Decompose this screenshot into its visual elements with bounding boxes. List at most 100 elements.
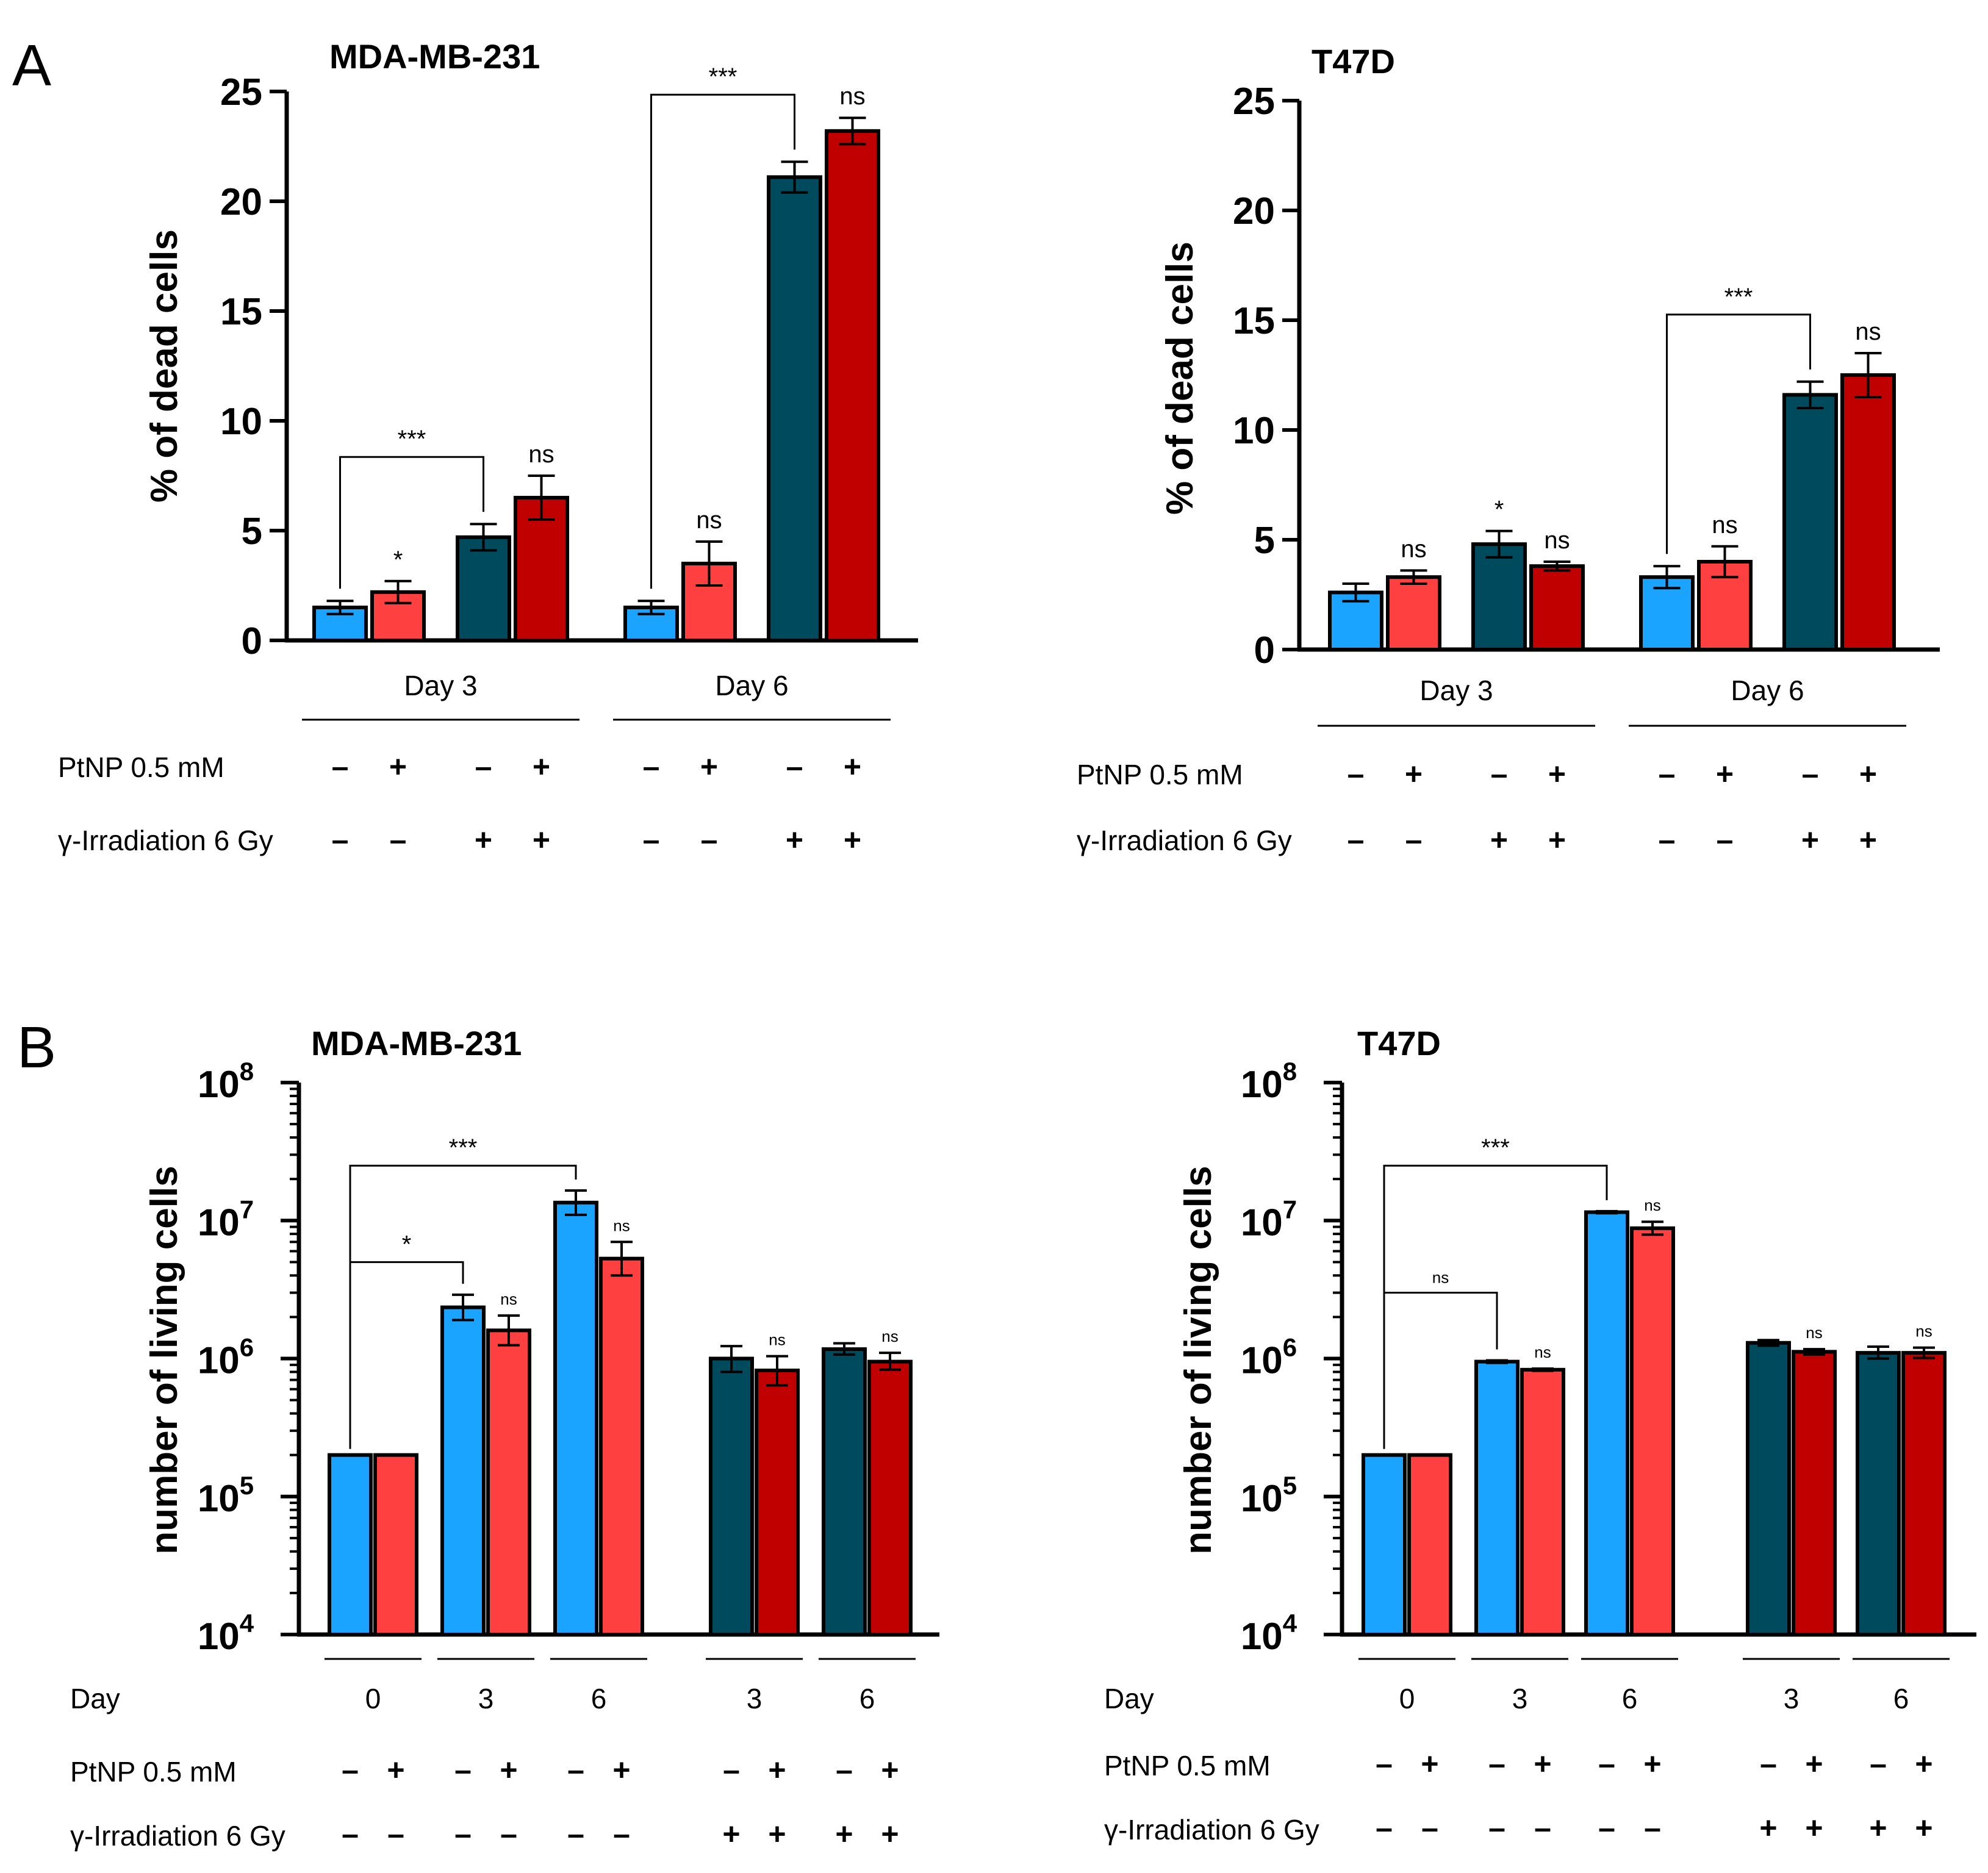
irradiation-sign: – [1421,1811,1438,1845]
significance-label: ns [1644,1196,1660,1214]
bar [1362,1453,1407,1636]
y-tick-label: 15 [1233,300,1275,342]
y-tick-label: 0 [1254,629,1275,671]
ptnp-sign: – [1760,1747,1777,1781]
ptnp-sign: + [1643,1747,1661,1781]
y-axis-label: % of dead cells [143,229,185,503]
irradiation-sign: – [500,1817,517,1851]
y-tick-label: 20 [1233,190,1275,232]
bar [486,1328,531,1637]
significance-label: ns [1712,512,1737,539]
ptnp-sign: – [723,1753,740,1787]
group-label: Day 6 [715,670,788,701]
irradiation-sign: + [1915,1811,1932,1845]
day-label: 3 [1512,1683,1528,1714]
irradiation-sign: + [1859,823,1877,857]
ptnp-sign: – [475,750,492,784]
irradiation-sign: – [1717,823,1734,857]
y-tick-label: 15 [220,291,262,333]
day-row-label: Day [1104,1683,1154,1714]
ptnp-sign: + [1421,1747,1438,1781]
significance-label: ns [1806,1323,1822,1342]
irradiation-sign: – [332,823,349,857]
ptnp-sign: + [1716,757,1734,791]
y-axis-label: % of dead cells [1159,242,1201,515]
irradiation-sign: + [1801,823,1819,857]
day-label: 3 [747,1683,763,1714]
ptnp-row-label: PtNP 0.5 mM [70,1756,237,1788]
group-label: Day 6 [1731,675,1804,706]
bar [867,1359,913,1636]
irradiation-sign: + [881,1817,899,1851]
significance-bracket [1666,313,1811,554]
irradiation-sign: + [533,823,550,857]
y-tick-label: 5 [242,510,262,553]
ptnp-sign: – [1870,1747,1887,1781]
significance-label: ns [1401,535,1426,562]
day-label: 0 [365,1683,381,1714]
ptnp-sign: + [700,750,718,784]
y-tick-label: 25 [220,71,262,113]
y-tick-label: 20 [220,181,262,223]
irradiation-sign: – [1644,1811,1661,1845]
bar [1584,1210,1629,1636]
irradiation-sign: + [1759,1811,1777,1845]
ptnp-sign: – [1376,1747,1393,1781]
significance-label: *** [1724,284,1753,310]
irradiation-sign: – [701,823,718,857]
significance-label: ns [1534,1343,1551,1361]
ptnp-sign: – [1347,757,1365,791]
irradiation-sign: + [1548,823,1566,857]
ptnp-sign: + [1915,1747,1932,1781]
significance-bracket [349,1164,577,1449]
bar [1792,1350,1837,1637]
irradiation-sign: – [1405,823,1423,857]
chart-title: T47D [1312,42,1395,81]
bar [623,606,679,642]
y-tick-label: 108 [198,1057,254,1106]
significance-label: ns [769,1331,785,1349]
ptnp-sign: + [768,1753,786,1787]
y-tick-label: 107 [1241,1195,1297,1244]
y-tick-label: 105 [1241,1471,1297,1520]
irradiation-sign: – [390,823,407,857]
bar [755,1368,800,1636]
bar [1529,564,1585,652]
panel-letter-a: A [12,33,51,98]
group-label: Day 3 [1419,675,1493,706]
bar [328,1453,373,1636]
bar [1474,1359,1520,1636]
significance-label: ns [500,1290,517,1308]
day-label: 6 [859,1683,875,1714]
significance-label: ns [696,507,722,534]
irradiation-row-label: γ-Irradiation 6 Gy [70,1820,285,1852]
bar [599,1256,644,1636]
irradiation-sign: + [835,1817,853,1851]
irradiation-sign: + [786,823,803,857]
chart-title: MDA-MB-231 [329,37,540,76]
irradiation-sign: – [1347,823,1365,857]
chart-a1-mda-dead-cells: MDA-MB-231 % of dead cells 0 5 10 15 20 25 – – * + –… [58,37,918,857]
y-tick-label: 108 [1241,1057,1297,1106]
bar [822,1347,867,1637]
significance-label: ns [1544,527,1570,554]
bar [1746,1341,1791,1636]
ptnp-sign: – [786,750,803,784]
irradiation-sign: – [342,1817,359,1851]
y-tick-label: 104 [1241,1609,1297,1658]
bar [825,129,880,643]
irradiation-sign: – [454,1817,472,1851]
irradiation-sign: – [1598,1811,1615,1845]
ptnp-sign: – [643,750,660,784]
irradiation-sign: – [1659,823,1676,857]
y-axis-label: number of living cells [1177,1166,1219,1554]
ptnp-sign: + [1534,1747,1551,1781]
ptnp-row-label: PtNP 0.5 mM [58,751,224,783]
irradiation-sign: – [643,823,660,857]
bar [1630,1226,1675,1636]
significance-bracket [650,93,795,589]
ptnp-sign: + [1805,1747,1823,1781]
bar [1840,373,1896,651]
irradiation-sign: – [387,1817,404,1851]
